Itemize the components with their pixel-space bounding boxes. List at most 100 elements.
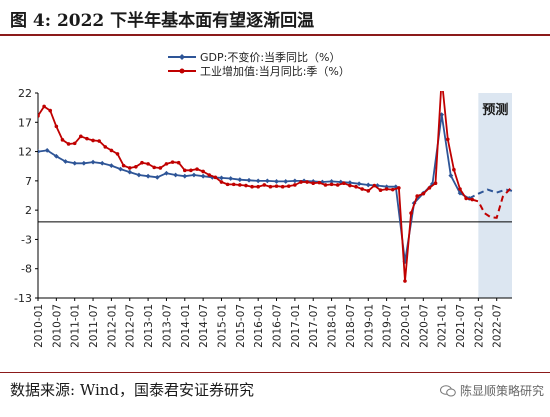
series-line-2 <box>38 91 473 282</box>
series-point-2 <box>335 183 340 187</box>
series-forecast-2 <box>471 186 513 219</box>
series-point-2 <box>348 183 352 188</box>
x-tick-label: 2021-07 <box>455 304 467 348</box>
series-point-2 <box>231 182 236 187</box>
legend: GDP:不变价:当季同比（%）工业增加值:当月同比:季（%） <box>168 50 350 78</box>
watermark-text: 陈显顺策略研究 <box>459 384 544 398</box>
series-point-1 <box>173 172 179 178</box>
series-point-1 <box>164 170 169 176</box>
series-point-2 <box>262 183 267 187</box>
series-point-2 <box>415 194 420 198</box>
series-point-2 <box>97 139 101 143</box>
y-tick-label: 12 <box>18 146 32 159</box>
series-point-1 <box>182 173 188 179</box>
series-point-2 <box>225 182 230 187</box>
x-tick-label: 2012-07 <box>125 304 137 348</box>
series-point-2 <box>305 180 309 184</box>
y-tick-label: 7 <box>25 175 32 188</box>
x-tick-label: 2013-07 <box>161 304 173 348</box>
series-point-2 <box>79 134 83 139</box>
watermark: 陈显顺策略研究 <box>439 382 544 399</box>
series-point-1 <box>154 174 160 180</box>
series-point-2 <box>280 184 285 189</box>
series-point-2 <box>85 136 89 141</box>
series-point-2 <box>189 168 193 173</box>
series-point-2 <box>134 165 138 169</box>
series-point-1 <box>72 160 78 166</box>
series-point-2 <box>299 180 303 184</box>
series-point-1 <box>246 177 252 183</box>
series-point-1 <box>274 179 279 184</box>
series-point-2 <box>311 181 316 185</box>
series-point-2 <box>317 180 322 185</box>
series-point-2 <box>42 104 46 109</box>
series-point-2 <box>213 175 218 180</box>
x-tick-label: 2019-07 <box>382 304 394 348</box>
series-point-2 <box>121 163 126 168</box>
series-point-1 <box>81 160 87 166</box>
series-point-2 <box>354 184 358 189</box>
y-tick-label: 2 <box>25 204 32 217</box>
series-point-2 <box>158 166 163 170</box>
series-point-1 <box>200 173 206 179</box>
series-point-2 <box>60 138 65 142</box>
series-point-2 <box>91 138 95 143</box>
legend-marker-2 <box>179 68 185 74</box>
series-point-1 <box>347 180 353 186</box>
source-note: 数据来源: Wind，国泰君安证券研究 <box>10 381 255 399</box>
series-point-2 <box>403 279 407 283</box>
series-point-1 <box>191 172 197 178</box>
series-point-1 <box>264 178 270 184</box>
series-point-2 <box>195 167 199 171</box>
x-tick-label: 2015-01 <box>216 304 228 348</box>
series-point-1 <box>448 173 454 178</box>
x-tick-label: 2017-07 <box>308 304 320 348</box>
series-point-2 <box>176 160 181 165</box>
x-tick-label: 2010-01 <box>33 304 45 348</box>
series-point-2 <box>286 184 291 188</box>
series-point-2 <box>244 183 248 188</box>
x-tick-label: 2019-01 <box>363 304 375 348</box>
series-point-1 <box>292 178 298 184</box>
series-point-2 <box>219 180 224 184</box>
series-point-2 <box>464 196 468 201</box>
series-point-2 <box>323 183 328 187</box>
x-tick-label: 2017-01 <box>290 304 302 348</box>
series-point-1 <box>219 175 224 181</box>
series-point-2 <box>274 184 279 188</box>
series-point-1 <box>356 181 362 187</box>
series-point-1 <box>228 176 234 181</box>
series-point-2 <box>445 137 450 142</box>
x-tick-label: 2015-07 <box>235 304 247 348</box>
series-point-2 <box>433 181 438 185</box>
series-point-2 <box>146 162 150 166</box>
series-point-2 <box>103 145 108 149</box>
series-point-2 <box>140 160 144 165</box>
series-point-1 <box>365 182 371 188</box>
series-point-1 <box>53 153 59 159</box>
series-point-1 <box>255 178 261 184</box>
series-point-2 <box>54 124 59 129</box>
series-point-2 <box>329 182 334 187</box>
series-point-1 <box>136 172 142 178</box>
y-tick-label: -3 <box>21 233 32 246</box>
y-tick-label: 17 <box>18 116 32 129</box>
series-point-2 <box>207 173 212 177</box>
series-point-2 <box>238 183 242 187</box>
series-point-2 <box>72 141 77 146</box>
wechat-icon <box>439 384 456 396</box>
series-point-2 <box>127 166 132 170</box>
series-point-2 <box>250 184 254 189</box>
series-point-2 <box>366 189 371 193</box>
forecast-label: 预测 <box>482 102 508 118</box>
source-rule <box>0 372 550 373</box>
series-point-2 <box>390 187 395 192</box>
x-tick-label: 2010-07 <box>51 304 63 348</box>
series-point-1 <box>145 173 151 179</box>
series-point-2 <box>378 188 383 193</box>
figure-title: 图 4: 2022 下半年基本面有望逐渐回温 <box>10 11 315 31</box>
series-point-2 <box>109 148 114 153</box>
title-rule <box>0 34 550 36</box>
series-point-2 <box>170 160 175 164</box>
series-point-2 <box>421 191 426 196</box>
